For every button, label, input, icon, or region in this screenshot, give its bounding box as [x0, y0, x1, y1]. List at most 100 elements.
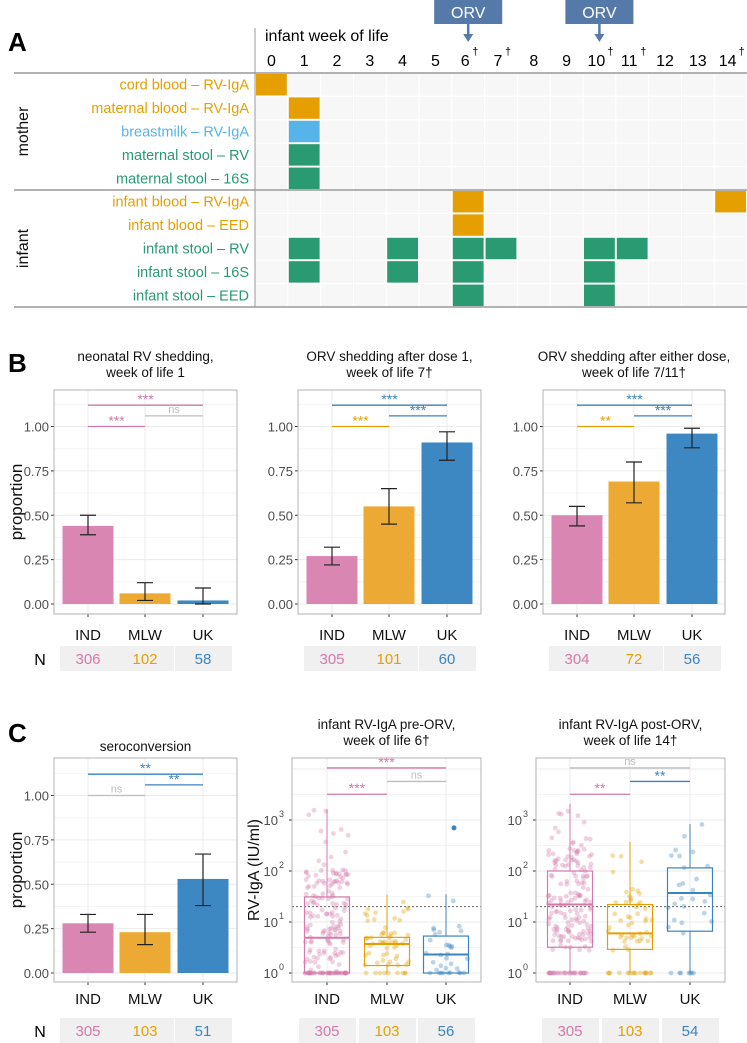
sample-cell [288, 237, 320, 260]
jitter-point [392, 916, 398, 921]
jitter-point [643, 970, 649, 976]
jitter-point [581, 865, 587, 870]
jitter-point [637, 938, 643, 944]
week-tick: 2 [333, 53, 342, 70]
jitter-point [306, 883, 312, 889]
n-count-cell [359, 1018, 416, 1043]
jitter-point [366, 950, 372, 956]
jitter-point [694, 876, 699, 882]
row-label: maternal stool – 16S [116, 171, 249, 187]
jitter-point [458, 928, 464, 934]
n-count-cell [117, 646, 174, 671]
jitter-point [335, 952, 341, 958]
jitter-point [581, 846, 587, 852]
jitter-point [552, 858, 558, 863]
jitter-point [343, 901, 349, 907]
error-bar [80, 913, 96, 933]
n-count: 56 [684, 651, 701, 668]
y-tick-label: 0.25 [268, 553, 293, 568]
jitter-point [438, 963, 444, 969]
jitter-point [316, 858, 322, 864]
jitter-point [547, 970, 553, 976]
jitter-point [336, 871, 342, 877]
arrow-head-icon [463, 34, 474, 42]
error-bar [569, 505, 585, 527]
panel-title: week of life 6† [342, 733, 429, 748]
jitter-point [402, 970, 408, 976]
panel-title: week of life 1 [105, 365, 185, 380]
jitter-point [307, 914, 313, 920]
jitter-point [316, 878, 322, 884]
row-label: infant blood – RV-IgA [112, 195, 249, 211]
jitter-point [624, 889, 629, 895]
dagger-mark: † [472, 46, 478, 58]
jitter-point [546, 970, 552, 976]
y-tick-exponent: 0 [279, 962, 284, 972]
significance-label: ** [140, 760, 151, 776]
jitter-point [303, 870, 309, 875]
jitter-point [546, 848, 552, 853]
jitter-point [323, 808, 329, 814]
jitter-point [668, 970, 674, 976]
jitter-point [321, 862, 327, 868]
jitter-point [584, 970, 589, 976]
jitter-point [388, 931, 394, 937]
arrow-head-icon [594, 34, 605, 42]
jitter-point [382, 970, 388, 976]
jitter-point [561, 970, 567, 976]
jitter-point [680, 881, 686, 886]
x-tick-label: UK [193, 991, 214, 1008]
jitter-point [633, 970, 638, 976]
outlier-point [451, 825, 457, 831]
panel-title: neonatal RV shedding, [77, 349, 213, 364]
jitter-point [648, 970, 654, 976]
jitter-point [377, 939, 383, 945]
y-tick-label: 10 [508, 966, 522, 981]
jitter-point [400, 899, 406, 905]
jitter-point [558, 942, 563, 948]
jitter-point [631, 970, 637, 976]
jitter-point [569, 857, 575, 863]
jitter-point [386, 935, 392, 941]
jitter-point [333, 932, 339, 938]
jitter-point [384, 951, 390, 956]
jitter-point [669, 853, 674, 859]
jitter-point [326, 896, 331, 902]
jitter-point [574, 849, 580, 855]
jitter-point [449, 943, 455, 949]
jitter-point [550, 938, 556, 944]
plot-border [542, 389, 726, 615]
week-tick: 0 [267, 53, 276, 70]
error-bar [381, 488, 397, 525]
y-tick-exponent: 1 [523, 911, 528, 921]
jitter-point [302, 939, 308, 945]
y-axis-title: proportion [7, 832, 26, 909]
jitter-point [303, 869, 309, 875]
orv-dose-box [434, 0, 503, 24]
jitter-point [551, 970, 557, 976]
jitter-point [554, 925, 560, 930]
panel-title: infant RV-IgA pre-ORV, [318, 717, 456, 732]
jitter-point [575, 860, 581, 866]
jitter-point [574, 878, 580, 884]
bar-ind [62, 525, 114, 604]
jitter-point [320, 891, 326, 897]
jitter-point [558, 970, 564, 976]
y-tick-exponent: 0 [523, 962, 528, 972]
jitter-point [579, 880, 585, 886]
jitter-point [329, 881, 335, 887]
jitter-point [308, 967, 314, 973]
panel-title: week of life 14† [583, 733, 678, 748]
significance-label: ** [169, 771, 180, 787]
jitter-point [345, 896, 350, 902]
jitter-point [579, 937, 585, 943]
jitter-point [584, 897, 589, 903]
jitter-point [362, 911, 368, 916]
week-tick: 10 [588, 53, 606, 70]
row-label: maternal blood – RV-IgA [91, 101, 249, 117]
n-count: 305 [75, 1023, 100, 1040]
n-count: 304 [564, 651, 589, 668]
jitter-point [393, 939, 399, 944]
orv-dose-box [565, 0, 634, 24]
jitter-point [563, 927, 569, 932]
